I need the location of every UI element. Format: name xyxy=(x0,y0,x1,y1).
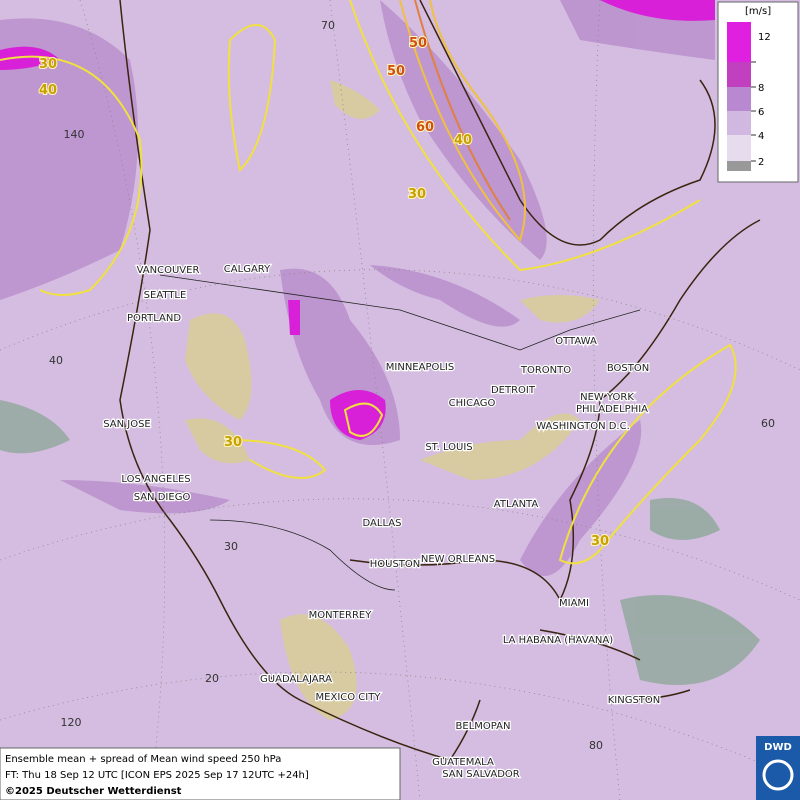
labels: VANCOUVER CALGARY SEATTLE PORTLAND MINNEAPOL… xyxy=(38,19,775,781)
city-label: BOSTON xyxy=(607,363,649,374)
city-label: GUADALAJARA xyxy=(260,674,332,685)
contour-label: 30 xyxy=(408,187,426,202)
grid-label: 40 xyxy=(49,354,63,367)
city-label: TORONTO xyxy=(520,365,571,376)
contour-label: 40 xyxy=(39,83,57,98)
city-label: BELMOPAN xyxy=(456,721,511,732)
city-label: PHILADELPHIA xyxy=(576,404,648,415)
city-label: SAN DIEGO xyxy=(134,492,191,503)
city-label: KINGSTON xyxy=(608,695,661,706)
city-label: SAN JOSE xyxy=(103,419,151,430)
sea-shading xyxy=(0,400,760,685)
city-label: HOUSTON xyxy=(370,559,421,570)
city-label: ST. LOUIS xyxy=(425,442,472,453)
borders xyxy=(159,274,641,591)
legend-tick-label: 2 xyxy=(758,157,764,168)
contour-label: 40 xyxy=(454,133,472,148)
legend-swatch xyxy=(727,111,751,135)
legend: [m/s] 12 8 6 4 2 xyxy=(717,1,799,183)
city-label: LA HABANA (HAVANA) xyxy=(503,635,613,646)
grid-label: 30 xyxy=(224,540,238,553)
city-label: MEXICO CITY xyxy=(316,692,382,703)
legend-swatch xyxy=(727,62,751,87)
legend-swatch xyxy=(727,87,751,111)
contour-label: 50 xyxy=(387,64,405,79)
city-label: OTTAWA xyxy=(555,336,597,347)
caption-line: Ensemble mean + spread of Mean wind spee… xyxy=(5,754,281,765)
contour-label: 30 xyxy=(591,534,609,549)
city-label: SEATTLE xyxy=(144,290,187,301)
city-label: NEW ORLEANS xyxy=(421,554,495,565)
contour-label: 50 xyxy=(409,36,427,51)
caption-line: ©2025 Deutscher Wetterdienst xyxy=(5,786,182,797)
city-label: MONTERREY xyxy=(309,610,373,621)
city-label: MIAMI xyxy=(559,598,589,609)
legend-tick-label: 4 xyxy=(758,131,764,142)
city-label: LOS ANGELES xyxy=(121,474,190,485)
city-label: CHICAGO xyxy=(449,398,496,409)
legend-tick-label: 6 xyxy=(758,107,764,118)
grid-label: 140 xyxy=(64,128,85,141)
city-label: VANCOUVER xyxy=(137,265,200,276)
grid-label: 60 xyxy=(761,417,775,430)
terrain xyxy=(185,80,600,720)
contour-label: 60 xyxy=(416,120,434,135)
legend-tick-label: 12 xyxy=(758,32,771,43)
coastline xyxy=(119,0,761,761)
grid-label: 20 xyxy=(205,672,219,685)
city-label: DALLAS xyxy=(363,518,402,529)
contours xyxy=(0,0,737,565)
legend-swatch xyxy=(727,22,751,62)
logo: DWD xyxy=(764,742,792,753)
city-label: SAN SALVADOR xyxy=(442,769,519,780)
city-label: DETROIT xyxy=(491,385,536,396)
caption-line: FT: Thu 18 Sep 12 UTC [ICON EPS 2025 Sep… xyxy=(5,770,309,781)
contour-label: 30 xyxy=(224,435,242,450)
city-label: GUATEMALA xyxy=(432,757,494,768)
legend-swatch xyxy=(727,161,751,171)
city-label: NEW YORK xyxy=(580,392,634,403)
contour-label: 30 xyxy=(39,57,57,72)
legend-tick-label: 8 xyxy=(758,83,764,94)
grid-label: 120 xyxy=(61,716,82,729)
grid-label: 80 xyxy=(589,739,603,752)
logo-icon xyxy=(762,759,794,791)
caption-box xyxy=(0,747,401,801)
legend-unit: [m/s] xyxy=(745,6,771,17)
legend-swatch xyxy=(727,135,751,161)
city-label: MINNEAPOLIS xyxy=(386,362,454,373)
grid-label: 70 xyxy=(321,19,335,32)
city-label: ATLANTA xyxy=(494,499,539,510)
city-label: PORTLAND xyxy=(127,313,181,324)
city-label: WASHINGTON D.C. xyxy=(536,421,630,432)
max-shading xyxy=(0,0,715,440)
city-label: CALGARY xyxy=(224,264,271,275)
